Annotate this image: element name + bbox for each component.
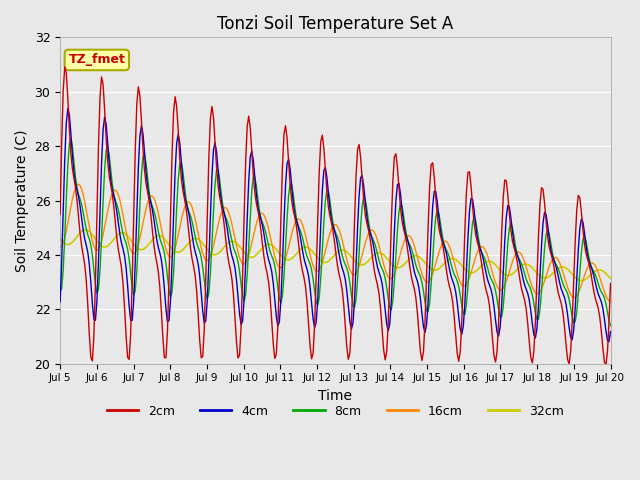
Legend: 2cm, 4cm, 8cm, 16cm, 32cm: 2cm, 4cm, 8cm, 16cm, 32cm [102, 400, 569, 423]
Text: TZ_fmet: TZ_fmet [68, 53, 125, 66]
Title: Tonzi Soil Temperature Set A: Tonzi Soil Temperature Set A [217, 15, 454, 33]
Y-axis label: Soil Temperature (C): Soil Temperature (C) [15, 129, 29, 272]
X-axis label: Time: Time [318, 389, 353, 403]
